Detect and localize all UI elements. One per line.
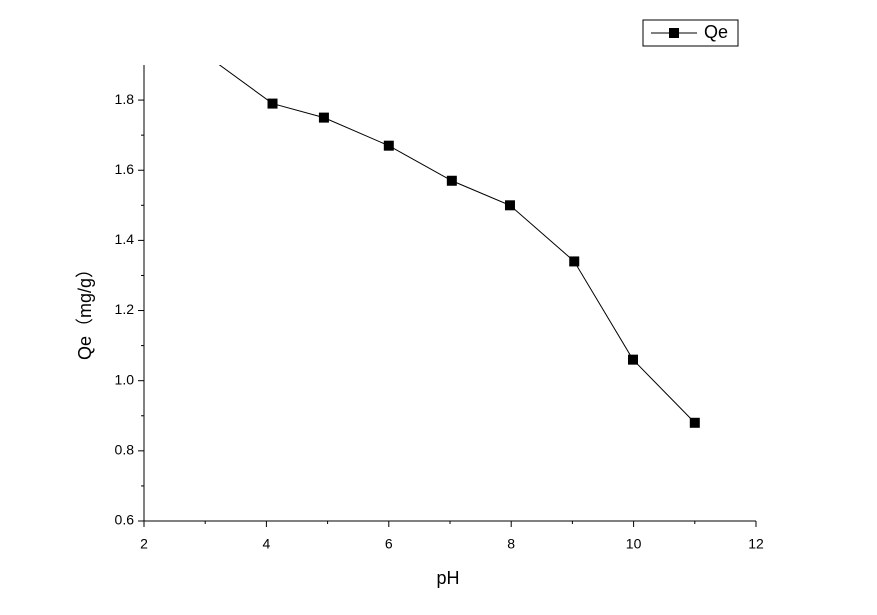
data-point [200, 49, 210, 59]
data-point [569, 256, 580, 267]
legend-marker [669, 28, 679, 38]
x-tick-label: 2 [140, 536, 148, 552]
data-point [318, 112, 329, 123]
data-point [383, 140, 394, 151]
plot-area [200, 49, 700, 428]
data-point [446, 175, 457, 186]
y-tick-label: 1.2 [115, 301, 135, 317]
x-tick-label: 6 [385, 536, 393, 552]
data-point [689, 417, 700, 428]
y-tick-label: 1.6 [115, 161, 135, 177]
x-tick-label: 8 [507, 536, 515, 552]
x-tick-label: 4 [263, 536, 271, 552]
y-axis-title: Qe（mg/g） [75, 260, 95, 360]
y-tick-label: 0.6 [115, 512, 135, 528]
x-tick-label: 12 [748, 536, 764, 552]
y-tick-label: 1.4 [115, 231, 135, 247]
x-tick-label: 10 [626, 536, 642, 552]
y-tick-label: 1.8 [115, 91, 135, 107]
data-line [218, 65, 696, 424]
legend-label: Qe [704, 22, 728, 42]
x-axis-title: pH [436, 568, 459, 588]
y-tick-label: 0.8 [115, 442, 135, 458]
data-point [627, 354, 638, 365]
data-point [504, 200, 515, 211]
y-tick-label: 1.0 [115, 371, 135, 387]
data-point [267, 98, 278, 109]
